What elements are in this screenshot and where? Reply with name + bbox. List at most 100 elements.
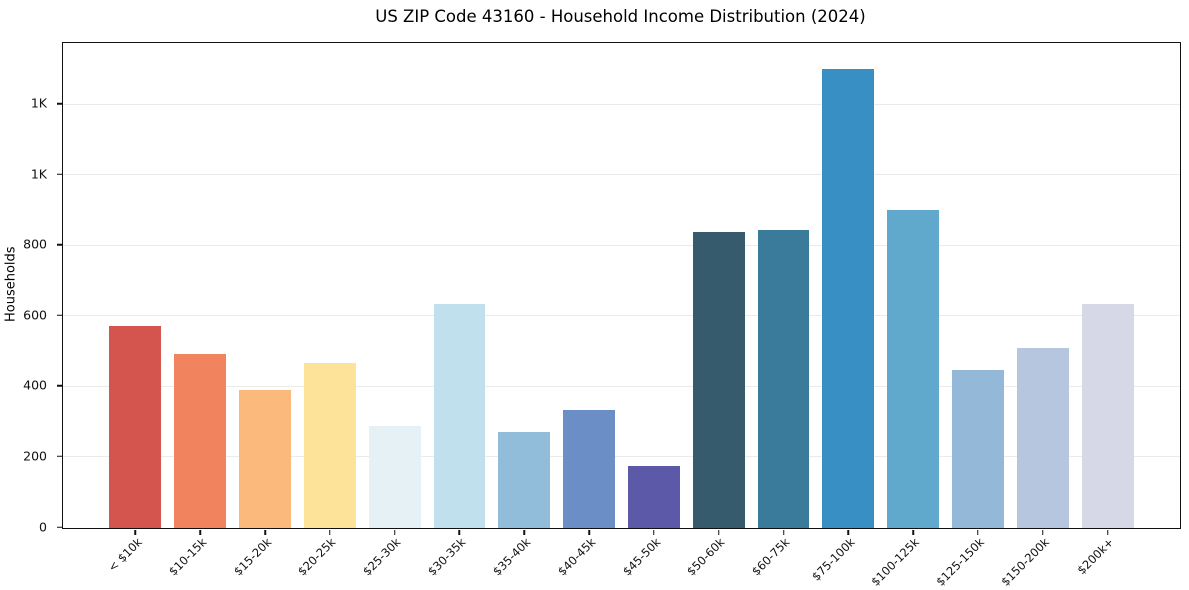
bar <box>174 354 227 528</box>
x-label-slot: $45-50k <box>619 533 686 590</box>
x-tick-label: < $10k <box>104 535 145 575</box>
x-tick-mark <box>912 530 914 535</box>
bar-slot <box>557 43 622 535</box>
bar-slot <box>233 43 298 535</box>
bar <box>952 369 1004 528</box>
x-tick-label: $45-50k <box>619 535 663 579</box>
bar <box>757 230 810 528</box>
x-label-slot: $60-75k <box>749 533 815 590</box>
x-tick-label: $15-20k <box>230 535 274 579</box>
bar-slot <box>362 43 427 535</box>
y-tick-mark <box>57 102 62 105</box>
y-tick-label: 1K <box>30 166 47 182</box>
y-tick-mark <box>57 385 62 387</box>
x-tick-mark <box>264 530 266 535</box>
bars-row <box>63 43 1180 535</box>
x-tick-label: $10-15k <box>165 535 210 579</box>
x-tick-mark <box>847 530 850 535</box>
y-tick-mark <box>57 244 62 246</box>
bar-slot <box>881 43 946 535</box>
x-label-slot: < $10k <box>102 533 167 590</box>
x-label-slot: $125-150k <box>933 533 1010 590</box>
x-label-slot: $50-60k <box>684 533 750 590</box>
y-tick-mark <box>57 173 62 176</box>
x-tick-label: $75-100k <box>808 535 858 584</box>
gridline <box>63 174 1180 176</box>
y-tick-label: 1K <box>30 95 47 111</box>
bar-slot <box>686 43 751 535</box>
y-tick-mark <box>57 455 62 458</box>
x-tick-mark <box>717 530 720 535</box>
bar <box>368 426 421 528</box>
x-tick-label: $50-60k <box>684 535 728 579</box>
bar-slot <box>1010 43 1075 535</box>
chart-title: US ZIP Code 43160 - Household Income Dis… <box>375 7 866 26</box>
x-tick-label: $35-40k <box>489 535 534 579</box>
bar <box>1016 347 1069 528</box>
bar-slot <box>816 43 881 535</box>
y-tick-label: 200 <box>23 448 47 464</box>
x-tick-mark <box>653 530 655 535</box>
y-tick-mark <box>57 314 62 317</box>
bar-slot <box>168 43 233 535</box>
x-tick-mark <box>782 530 785 535</box>
bar-slot <box>622 43 687 535</box>
x-tick-mark <box>1042 530 1044 535</box>
x-tick-mark <box>199 530 201 535</box>
bar-slot <box>492 43 557 535</box>
y-tick-label: 800 <box>23 236 47 252</box>
y-axis-ticks: 0 200 400 600 800 1K 1K <box>0 42 62 532</box>
y-tick-label: 600 <box>23 307 47 323</box>
x-tick-label: $30-35k <box>424 535 469 579</box>
bar <box>303 362 356 528</box>
bar <box>563 410 616 528</box>
gridline <box>63 244 1180 246</box>
x-label-slot: $150-200k <box>998 533 1074 590</box>
plot-area <box>62 42 1181 535</box>
bar-slot <box>103 43 168 535</box>
bar-slot <box>427 43 492 535</box>
bar <box>498 432 551 528</box>
bar-slot <box>297 43 362 535</box>
gridline <box>63 385 1180 387</box>
bar-slot <box>946 43 1011 535</box>
gridline <box>63 315 1180 317</box>
x-tick-label: $25-30k <box>360 535 404 579</box>
x-label-slot: $30-35k <box>424 533 491 590</box>
y-tick-label: 0 <box>39 518 47 534</box>
x-tick-mark <box>1106 530 1109 535</box>
x-tick-label: $20-25k <box>295 535 339 579</box>
x-tick-mark <box>977 530 979 535</box>
bar <box>239 389 291 528</box>
bar <box>822 69 875 528</box>
x-tick-mark <box>329 530 331 535</box>
bar <box>1081 304 1134 528</box>
x-tick-mark <box>588 530 590 535</box>
x-label-slot: $10-15k <box>165 533 232 590</box>
gridline <box>63 103 1180 105</box>
x-tick-mark <box>458 530 461 535</box>
bar <box>887 210 940 528</box>
bar-slot <box>1075 43 1140 535</box>
bar <box>627 465 680 528</box>
bar <box>433 303 486 528</box>
x-label-slot: $40-45k <box>554 533 621 590</box>
bar <box>692 232 745 528</box>
bar <box>109 326 162 528</box>
x-tick-mark <box>523 530 526 535</box>
y-tick-label: 400 <box>23 377 47 393</box>
x-label-slot: $35-40k <box>489 533 556 590</box>
x-label-slot: $20-25k <box>295 533 361 590</box>
x-tick-mark <box>134 530 137 535</box>
x-tick-mark <box>393 530 396 535</box>
x-tick-label: $200k+ <box>1074 535 1117 578</box>
x-tick-label: $60-75k <box>749 535 793 579</box>
y-tick-mark <box>57 526 62 528</box>
gridline <box>63 456 1180 458</box>
x-label-slot: $25-30k <box>360 533 426 590</box>
bar-slot <box>751 43 816 535</box>
x-tick-label: $40-45k <box>554 535 598 579</box>
x-label-slot: $200k+ <box>1074 533 1139 590</box>
x-axis-labels: < $10k $10-15k $15-20k $20-25k $25-30k $30-35… <box>62 533 1179 590</box>
